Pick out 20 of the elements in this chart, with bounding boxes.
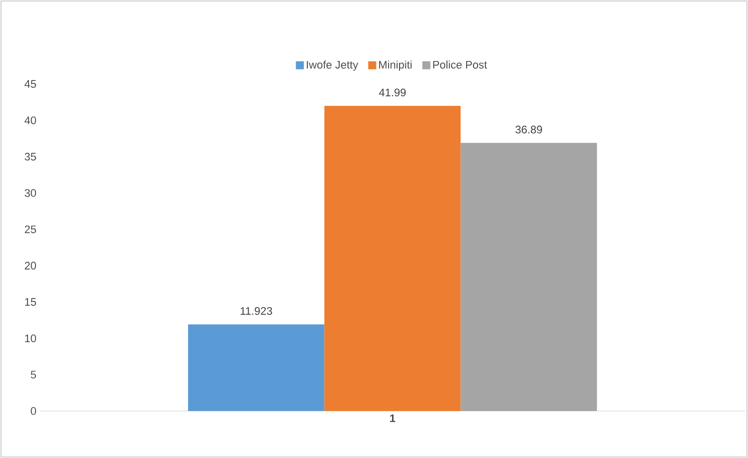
legend-label: Minipiti (379, 60, 412, 71)
y-tick-label: 20 (24, 262, 36, 270)
y-tick-label: 0 (30, 407, 36, 415)
data-label: 41.99 (379, 88, 406, 96)
y-tick-label: 30 (24, 189, 36, 197)
y-tick-label: 10 (25, 334, 36, 342)
y-tick-label: 45 (24, 80, 36, 88)
bar (188, 324, 324, 411)
y-tick-label: 25 (24, 225, 36, 234)
data-label: 36.89 (516, 126, 542, 134)
y-tick-label: 40 (24, 116, 36, 124)
y-tick-label: 15 (25, 298, 36, 306)
legend-label: Police Post (433, 60, 488, 69)
x-tick-label: 1 (390, 414, 396, 422)
data-label: 11.923 (240, 307, 272, 315)
y-tick-label: 5 (30, 370, 36, 378)
legend-label: Iwofe Jetty (306, 60, 358, 71)
bar (324, 106, 461, 411)
y-tick-label: 35 (24, 152, 36, 161)
bar (460, 142, 597, 411)
